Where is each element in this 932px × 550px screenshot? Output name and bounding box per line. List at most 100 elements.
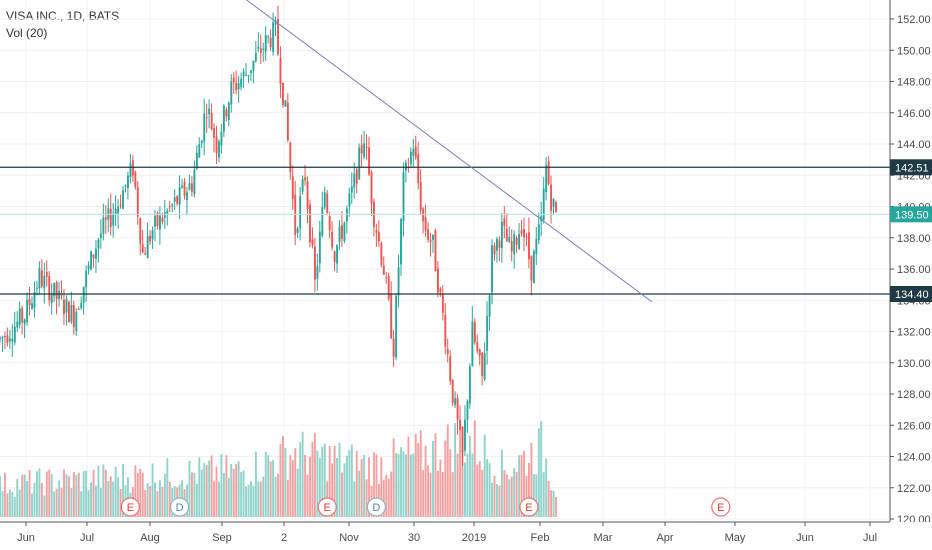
volume-bar	[483, 434, 486, 517]
candle-body	[350, 186, 353, 193]
earnings-marker[interactable]: E	[519, 497, 539, 517]
candle-body	[518, 233, 521, 250]
volume-bar	[299, 442, 302, 517]
candle-body	[296, 228, 299, 233]
volume-bar	[427, 465, 430, 517]
candle-body	[333, 251, 336, 262]
volume-bar	[117, 477, 120, 517]
dividend-marker[interactable]: D	[169, 497, 190, 517]
volume-bar	[210, 455, 213, 517]
candle-body	[205, 116, 208, 118]
volume-bar	[476, 464, 479, 517]
candle-body	[227, 102, 230, 121]
volume-bar	[355, 450, 358, 517]
candle-body	[400, 219, 402, 265]
candle-body	[75, 311, 78, 332]
candle-body	[304, 177, 307, 181]
candle-body	[139, 218, 142, 244]
earnings-marker[interactable]: E	[317, 497, 337, 517]
candle-body	[198, 144, 201, 158]
volume-bar	[240, 471, 243, 517]
volume-bar	[112, 481, 115, 517]
candle-body	[294, 194, 297, 235]
volume-bar	[301, 431, 304, 517]
volume-bar	[139, 468, 142, 517]
candle-body	[23, 319, 26, 324]
candle-body	[67, 301, 70, 323]
time-tick-label: Aug	[140, 532, 160, 544]
candle-body	[309, 204, 311, 243]
candle-body	[26, 299, 29, 323]
volume-bar	[82, 471, 85, 517]
volume-bar	[267, 455, 270, 517]
earnings-marker[interactable]: E	[711, 497, 731, 517]
volume-bar	[259, 481, 262, 517]
candle-body	[136, 187, 139, 217]
volume-bar	[311, 441, 314, 517]
candle-body	[323, 192, 326, 208]
volume-bar	[515, 471, 518, 517]
candle-body	[48, 276, 51, 301]
volume-bar	[60, 487, 63, 517]
volume-bar	[232, 469, 235, 517]
volume-bar	[109, 476, 112, 517]
level-price-tag-label: 134.40	[895, 289, 929, 301]
volume-bar	[552, 490, 555, 517]
candle-body	[21, 307, 24, 323]
candle-body	[402, 172, 405, 222]
volume-bar	[247, 484, 250, 517]
earnings-marker[interactable]: E	[120, 497, 140, 517]
dividend-marker[interactable]: D	[366, 497, 386, 517]
candle-body	[405, 162, 407, 171]
candle-body	[476, 342, 479, 352]
candle-body	[28, 298, 31, 306]
volume-bar	[409, 454, 412, 517]
candle-body	[414, 146, 417, 158]
time-axis[interactable]: Jun Jul Aug Sep 2 Nov 30 2019 Feb Mar Apr May Jun Jul	[0, 521, 932, 550]
candle-body	[355, 169, 358, 184]
candle-body	[471, 321, 474, 367]
volume-bar	[4, 472, 6, 517]
volume-bar	[323, 443, 326, 517]
candle-body	[124, 185, 127, 187]
candle-body	[461, 426, 464, 453]
candle-body	[456, 398, 459, 420]
volume-bar	[166, 458, 169, 517]
volume-bar	[395, 453, 398, 517]
candle-body	[259, 48, 262, 54]
volume-bar	[434, 433, 437, 517]
candle-body	[545, 165, 548, 193]
candle-body	[446, 349, 449, 354]
candle-body	[95, 248, 97, 259]
candle-body	[338, 226, 341, 243]
volume-bar	[11, 491, 14, 517]
candle-body	[424, 217, 427, 231]
candle-body	[363, 143, 366, 158]
candle-body	[134, 171, 137, 188]
candle-body	[97, 239, 100, 249]
candle-body	[496, 238, 498, 251]
volume-bar	[97, 465, 100, 517]
volume-bar	[540, 421, 543, 517]
trendline[interactable]	[239, 0, 653, 303]
volume-bar	[328, 445, 331, 517]
volume-bar	[205, 465, 208, 517]
volume-bar	[99, 487, 102, 517]
event-marker-label: D	[372, 502, 380, 514]
volume-bar	[85, 470, 88, 517]
volume-bar	[18, 489, 21, 517]
volume-bar	[537, 428, 540, 517]
volume-bar	[235, 463, 238, 517]
candle-body	[279, 57, 282, 85]
price-tick-label: 122.00	[897, 483, 931, 495]
candle-body	[171, 204, 174, 207]
volume-bar	[222, 472, 225, 517]
time-tick-label: Jun	[796, 532, 814, 544]
volume-bar	[449, 449, 452, 517]
candles	[0, 5, 557, 466]
volume-bar	[151, 463, 154, 517]
earnings-marker-circle	[317, 497, 337, 517]
candle-body	[176, 196, 179, 204]
price-axis[interactable]: 120.00122.00124.00126.00128.00130.00132.…	[889, 0, 932, 550]
